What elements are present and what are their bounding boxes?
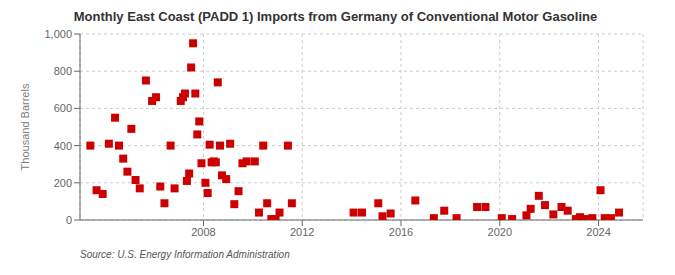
html-text:Source: U.S. Energy Informatio: Source: U.S. Energy Information Administ… xyxy=(80,249,290,260)
svg-text:2008: 2008 xyxy=(191,226,215,238)
svg-text:2020: 2020 xyxy=(488,226,512,238)
svg-text:800: 800 xyxy=(54,65,72,77)
svg-text:2024: 2024 xyxy=(586,226,610,238)
svg-text:Thousand Barrels: Thousand Barrels xyxy=(19,83,31,170)
svg-text:400: 400 xyxy=(54,140,72,152)
svg-text:200: 200 xyxy=(54,177,72,189)
svg-text:2016: 2016 xyxy=(389,226,413,238)
html-text:Monthly East Coast (PADD 1) Im: Monthly East Coast (PADD 1) Imports from… xyxy=(73,9,598,24)
svg-text:1,000: 1,000 xyxy=(44,28,72,40)
svg-text:600: 600 xyxy=(54,102,72,114)
svg-text:0: 0 xyxy=(66,214,72,226)
svg-text:2012: 2012 xyxy=(290,226,314,238)
